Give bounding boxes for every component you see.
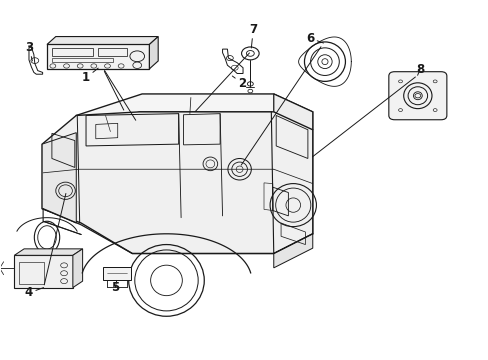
Polygon shape [273, 234, 312, 268]
Polygon shape [14, 255, 73, 288]
Polygon shape [14, 249, 82, 255]
Polygon shape [42, 112, 312, 253]
Polygon shape [47, 44, 149, 69]
Text: 3: 3 [25, 41, 33, 61]
Polygon shape [103, 267, 131, 280]
Text: 6: 6 [305, 32, 323, 45]
Text: 8: 8 [415, 63, 423, 76]
Text: 2: 2 [232, 76, 245, 90]
Text: 4: 4 [25, 287, 43, 300]
Polygon shape [273, 94, 312, 253]
Polygon shape [47, 37, 158, 44]
Polygon shape [149, 37, 158, 69]
Polygon shape [76, 94, 312, 133]
Text: 1: 1 [82, 68, 98, 84]
Polygon shape [42, 133, 76, 223]
Polygon shape [73, 249, 82, 288]
Text: 7: 7 [249, 23, 257, 48]
FancyBboxPatch shape [388, 72, 446, 120]
Text: 5: 5 [111, 280, 119, 294]
